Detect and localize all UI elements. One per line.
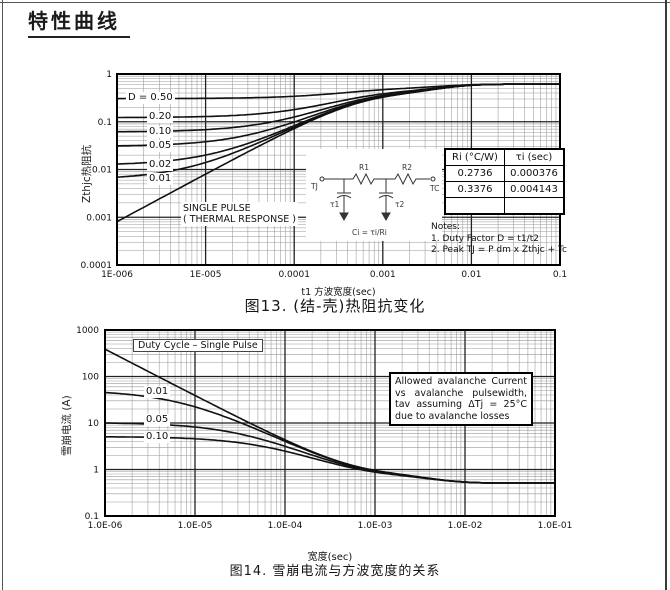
thermal-model-circuit: R1 R2 TJ TC τ1 τ2 Ci = τi/Ri bbox=[306, 149, 442, 241]
circuit-r2-label: R2 bbox=[402, 163, 412, 172]
y-tick-label: 1 bbox=[93, 466, 99, 476]
curve-label-d050: D = 0.50 bbox=[126, 92, 175, 104]
avalanche-info-box: Allowed avalanche Current vs avalanche p… bbox=[389, 372, 533, 426]
y-tick-label: 0.0001 bbox=[81, 261, 113, 271]
chart2-x-axis-label: 宽度(sec) bbox=[307, 552, 353, 563]
curve-label-001: 0.01 bbox=[144, 386, 171, 398]
thermal-model-circuit-drawing: R1 R2 TJ TC τ1 τ2 Ci = τi/Ri bbox=[310, 163, 439, 237]
circuit-r1-label: R1 bbox=[359, 163, 369, 172]
chart2-y-axis-label: 雪崩电流 (A) bbox=[61, 395, 73, 456]
table-cell: 0.2736 bbox=[444, 165, 505, 182]
page-title: 特性曲线 bbox=[28, 5, 130, 38]
x-tick-label: 1E-006 bbox=[101, 270, 133, 280]
curve-D = 0.50 bbox=[117, 83, 560, 100]
y-tick-label: 100 bbox=[82, 373, 99, 383]
x-tick-label: 0.1 bbox=[553, 270, 567, 280]
x-tick-label: 0.01 bbox=[461, 270, 481, 280]
y-tick-label: 0.001 bbox=[86, 213, 112, 223]
table-cell: 0.000376 bbox=[504, 165, 565, 182]
single-pulse-label-line2: ( THERMAL RESPONSE ) bbox=[183, 214, 296, 225]
y-tick-label: 1000 bbox=[76, 326, 99, 336]
y-tick-label: 0.1 bbox=[85, 512, 99, 522]
chart1-y-axis-label: Zthjc热阻抗 bbox=[81, 144, 93, 203]
notes-title: Notes: bbox=[431, 222, 461, 232]
circuit-tc-label: TC bbox=[429, 184, 439, 193]
table-cell: 0.004143 bbox=[504, 181, 565, 198]
x-tick-label: 1.0E-01 bbox=[538, 521, 573, 531]
curve-label-d020: 0.20 bbox=[147, 111, 174, 123]
single-pulse-label: SINGLE PULSE ( THERMAL RESPONSE ) bbox=[181, 202, 298, 226]
single-pulse-label-line1: SINGLE PULSE bbox=[183, 203, 251, 214]
y-tick-label: 0.1 bbox=[98, 118, 112, 128]
curve-label-d005: 0.05 bbox=[147, 140, 174, 152]
circuit-tj-label: TJ bbox=[310, 182, 318, 191]
x-tick-label: 1E-005 bbox=[190, 270, 222, 280]
note-2: 2. Peak TJ = P dm x Zthjc + Tc bbox=[431, 245, 567, 255]
y-tick-label: 0.01 bbox=[92, 166, 112, 176]
y-tick-label: 10 bbox=[88, 419, 100, 429]
x-tick-label: 0.001 bbox=[370, 270, 396, 280]
x-tick-label: 1.0E-03 bbox=[358, 521, 393, 531]
note-1: 1. Duty Factor D = t1/t2 bbox=[431, 233, 539, 244]
chart1-x-axis-label: t1 方波宽度(sec) bbox=[301, 287, 376, 298]
chart1-notes: Notes: 1. Duty Factor D = t1/t2 2. Peak … bbox=[431, 222, 567, 257]
curve-0.10 bbox=[105, 435, 555, 484]
plot-border bbox=[104, 329, 556, 517]
curve-label-005: 0.05 bbox=[144, 414, 171, 426]
x-tick-label: 1.0E-02 bbox=[448, 521, 483, 531]
x-tick-label: 0.0001 bbox=[278, 270, 310, 280]
curve-label-d002: 0.02 bbox=[147, 159, 174, 171]
curve-SINGLE PULSE (THERMAL RESPONSE) bbox=[116, 83, 560, 223]
y-tick-label: 1 bbox=[106, 70, 112, 80]
x-tick-label: 1.0E-04 bbox=[268, 521, 303, 531]
curve-label-d010: 0.10 bbox=[147, 126, 174, 138]
circuit-tau1-label: τ1 bbox=[330, 200, 340, 209]
table-header-taui: τi (sec) bbox=[504, 148, 565, 166]
circuit-formula: Ci = τi/Ri bbox=[352, 228, 387, 237]
x-tick-label: 1.0E-06 bbox=[88, 521, 123, 531]
circuit-tau2-label: τ2 bbox=[395, 200, 405, 209]
thermal-model-table: Ri (°C/W) τi (sec) 0.2736 0.000376 0.337… bbox=[444, 148, 565, 215]
table-cell bbox=[444, 197, 505, 215]
table-cell bbox=[504, 197, 565, 215]
table-cell: 0.3376 bbox=[444, 181, 505, 198]
chart2-caption: 图14. 雪崩电流与方波宽度的关系 bbox=[229, 564, 441, 579]
table-header-ri: Ri (°C/W) bbox=[444, 148, 505, 166]
duty-cycle-single-pulse-label: Duty Cycle – Single Pulse bbox=[133, 339, 263, 352]
curve-label-d001: 0.01 bbox=[147, 173, 174, 185]
chart1-caption: 图13. (结-壳)热阻抗变化 bbox=[244, 297, 426, 315]
curve-0.20 bbox=[117, 83, 560, 119]
curve-label-010: 0.10 bbox=[144, 431, 171, 443]
x-tick-label: 1.0E-05 bbox=[178, 521, 213, 531]
